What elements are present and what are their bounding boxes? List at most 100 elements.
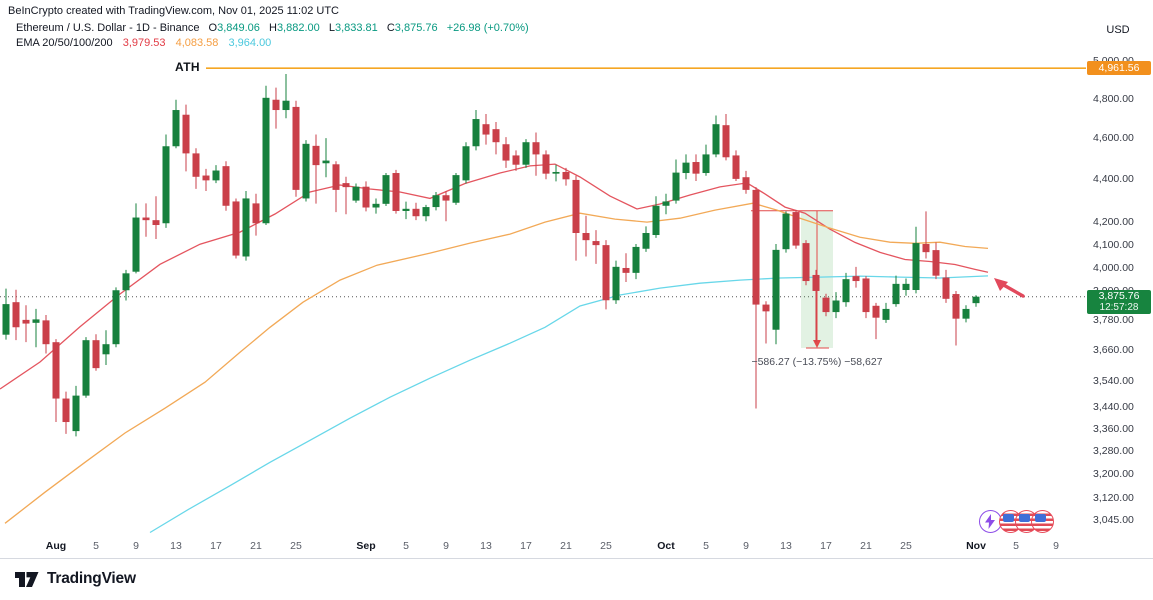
candle bbox=[482, 124, 490, 135]
candle bbox=[392, 173, 400, 211]
x-axis-label: Oct bbox=[657, 540, 675, 552]
candle bbox=[682, 162, 690, 174]
x-axis-label: 9 bbox=[133, 540, 139, 552]
candle bbox=[432, 195, 440, 208]
candle bbox=[722, 125, 730, 158]
ema100-line bbox=[149, 275, 989, 534]
candle bbox=[772, 249, 780, 330]
candle bbox=[232, 201, 240, 256]
candle bbox=[202, 175, 210, 181]
candle bbox=[542, 154, 550, 174]
bar-countdown: 12:57:28 bbox=[1099, 301, 1139, 313]
x-axis-label: 21 bbox=[250, 540, 262, 552]
candle bbox=[352, 186, 360, 201]
candle bbox=[152, 220, 160, 226]
candle bbox=[522, 142, 530, 165]
candle bbox=[612, 266, 620, 301]
y-axis-label: 4,400.00 bbox=[1093, 173, 1134, 186]
candle bbox=[692, 162, 700, 174]
low-label: L bbox=[328, 22, 335, 34]
y-axis-label: 4,800.00 bbox=[1093, 92, 1134, 105]
trend-arrow-annotation[interactable] bbox=[994, 278, 1025, 298]
candle bbox=[122, 273, 130, 291]
candle bbox=[132, 217, 140, 272]
currency-label: USD bbox=[1106, 24, 1130, 36]
x-axis-label: 25 bbox=[900, 540, 912, 552]
candle bbox=[92, 340, 100, 369]
candle bbox=[842, 279, 850, 303]
candle bbox=[342, 183, 350, 188]
candle bbox=[362, 186, 370, 208]
y-axis-label: 3,660.00 bbox=[1093, 343, 1134, 356]
candle bbox=[632, 246, 640, 273]
candle bbox=[52, 342, 60, 399]
candle bbox=[222, 166, 230, 206]
candle bbox=[592, 241, 600, 246]
candle bbox=[22, 319, 30, 324]
candle bbox=[32, 319, 40, 323]
candle bbox=[512, 155, 520, 165]
y-axis-label: 3,780.00 bbox=[1093, 313, 1134, 326]
ath-annotation-label: ATH bbox=[175, 60, 200, 75]
candle bbox=[962, 308, 970, 319]
candle bbox=[742, 177, 750, 190]
candle bbox=[82, 340, 90, 396]
last-price-badge: 3,875.76 12:57:28 bbox=[1087, 289, 1151, 314]
candle bbox=[272, 99, 280, 111]
x-axis-label: 21 bbox=[560, 540, 572, 552]
x-axis-label: 13 bbox=[780, 540, 792, 552]
candle bbox=[42, 320, 50, 345]
x-axis-label: 25 bbox=[290, 540, 302, 552]
candle bbox=[662, 201, 670, 206]
candle bbox=[252, 203, 260, 224]
x-axis-label: 5 bbox=[1013, 540, 1019, 552]
y-axis-label: 3,120.00 bbox=[1093, 491, 1134, 504]
candle bbox=[952, 294, 960, 319]
candle bbox=[882, 308, 890, 320]
x-axis-label: Sep bbox=[356, 540, 376, 552]
legend-separator: - bbox=[152, 22, 157, 34]
candle bbox=[322, 160, 330, 164]
candle bbox=[972, 296, 980, 304]
ath-price-badge: 4,961.56 bbox=[1087, 61, 1151, 76]
candle bbox=[102, 344, 110, 355]
candle bbox=[712, 124, 720, 155]
candle bbox=[912, 243, 920, 291]
x-axis-label: 5 bbox=[703, 540, 709, 552]
candle bbox=[12, 302, 20, 328]
candle bbox=[822, 297, 830, 313]
candle bbox=[892, 283, 900, 305]
candle bbox=[142, 217, 150, 221]
x-axis-label: 5 bbox=[93, 540, 99, 552]
candle bbox=[582, 233, 590, 241]
candle bbox=[162, 146, 170, 224]
y-axis-label: 4,200.00 bbox=[1093, 216, 1134, 229]
candle bbox=[872, 305, 880, 318]
y-axis-label: 4,000.00 bbox=[1093, 261, 1134, 274]
y-axis-label: 3,360.00 bbox=[1093, 422, 1134, 435]
candle bbox=[782, 213, 790, 250]
candle bbox=[172, 110, 180, 147]
candle bbox=[262, 97, 270, 224]
tradingview-logo-icon bbox=[15, 572, 39, 587]
high-label: H bbox=[268, 22, 277, 34]
x-axis-label: 21 bbox=[860, 540, 872, 552]
candle bbox=[532, 142, 540, 155]
close-label: C bbox=[386, 22, 395, 34]
measure-annotation-text: −586.27 (−13.75%) −58,627 bbox=[751, 356, 883, 368]
open-value: 3,849.06 bbox=[217, 22, 260, 34]
candle bbox=[672, 172, 680, 201]
change-value: +26.98 (+0.70%) bbox=[446, 22, 529, 34]
y-axis-label: 3,200.00 bbox=[1093, 468, 1134, 480]
candle bbox=[862, 278, 870, 313]
ath-price-value: 4,961.56 bbox=[1098, 62, 1140, 75]
candle bbox=[652, 205, 660, 236]
y-axis-label: 4,600.00 bbox=[1093, 132, 1134, 145]
candle bbox=[622, 267, 630, 273]
candle bbox=[292, 106, 300, 190]
x-axis-label: Nov bbox=[966, 540, 986, 552]
candle bbox=[812, 274, 820, 291]
candle bbox=[702, 154, 710, 174]
divider bbox=[0, 558, 1153, 559]
